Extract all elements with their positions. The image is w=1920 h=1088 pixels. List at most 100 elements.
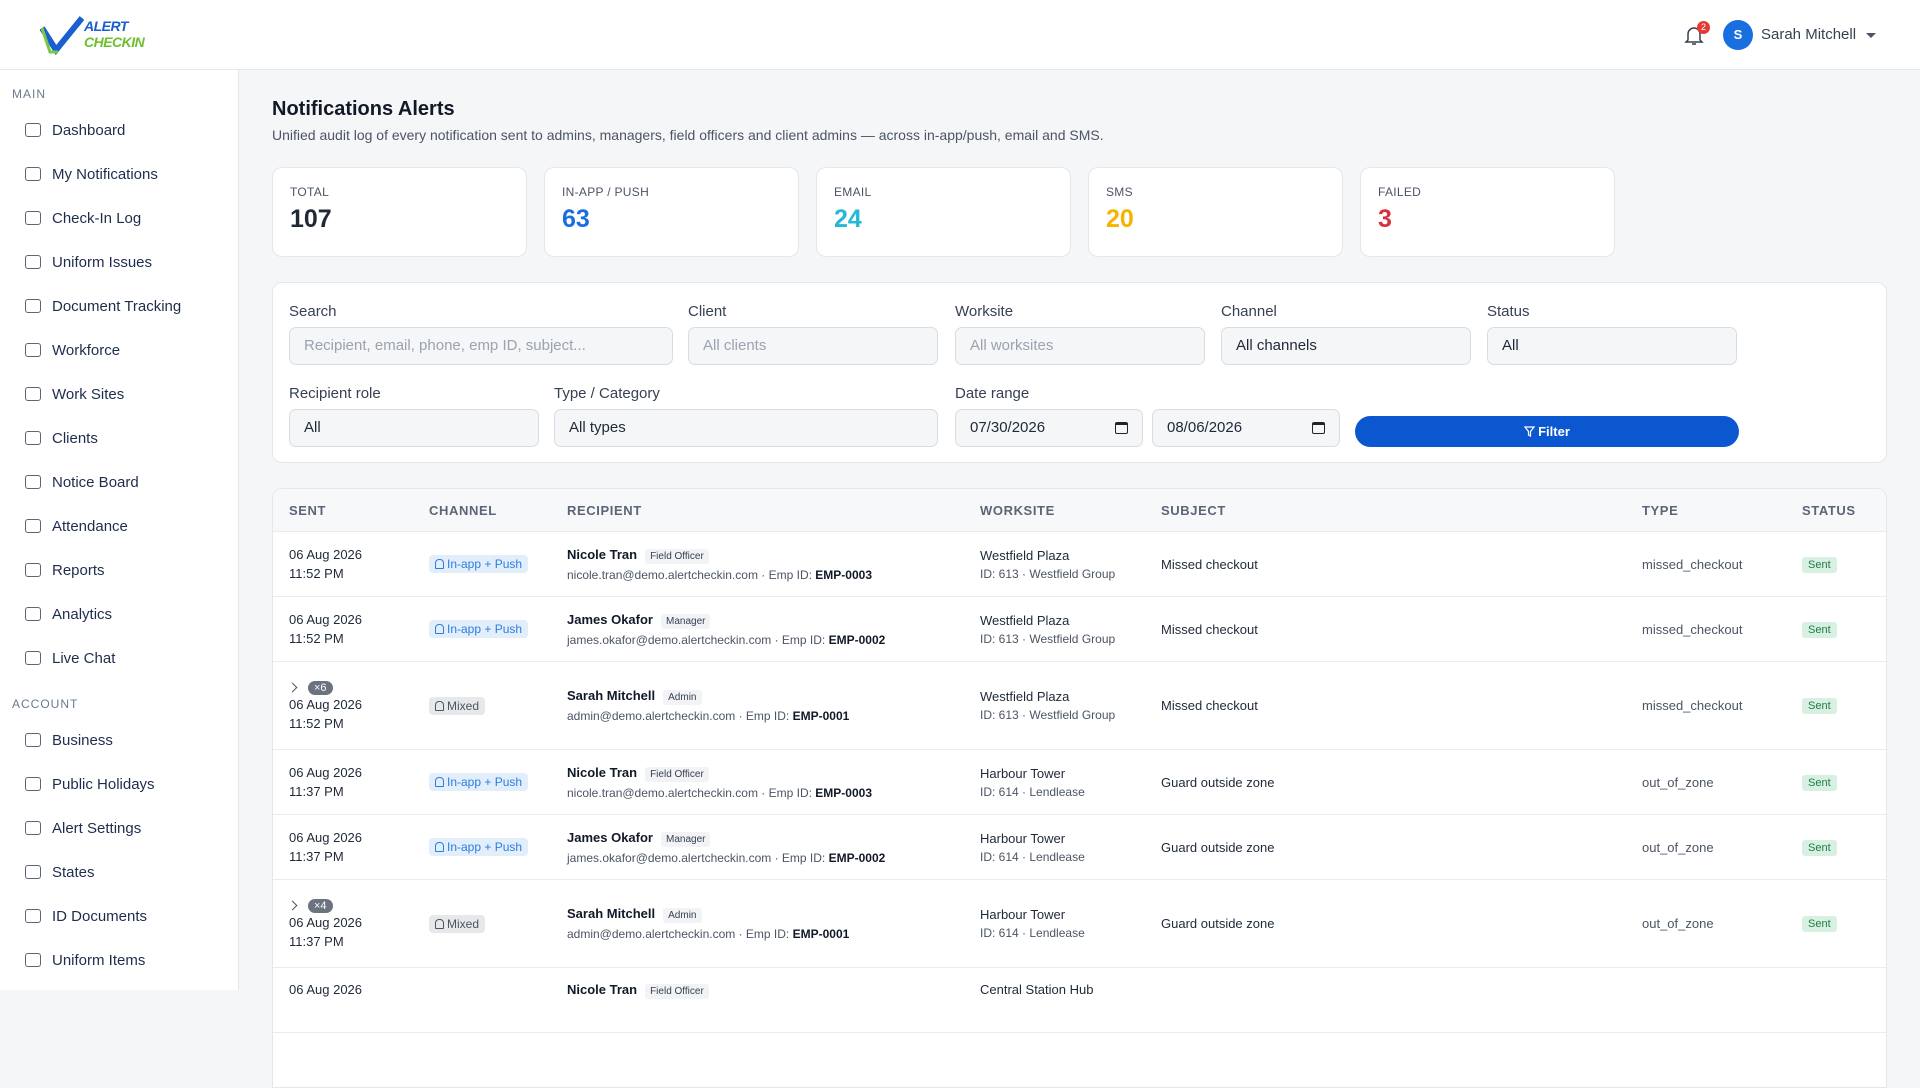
logo-mark [39,16,85,56]
filter-input[interactable]: 08/06/2026 [1152,409,1340,447]
nav-icon [25,343,41,357]
nav-icon [25,733,41,747]
table-row[interactable]: 06 Aug 2026 11:52 PM In-app + Push James Ok… [273,597,1886,662]
nav-icon [25,387,41,401]
stat-label: IN-APP / PUSH [562,185,650,199]
nav-item[interactable]: Alert Settings [0,806,238,850]
cell-recipient: James Okafor Manager james.okafor@demo.ale… [551,830,964,865]
page-title: Notifications Alerts [272,98,455,120]
nav-item[interactable]: Clients [0,416,238,460]
filter-field: Search Recipient, email, phone, emp ID, s… [289,303,673,365]
recipient-role: Admin [663,690,702,705]
filter-input[interactable]: 07/30/2026 [955,409,1143,447]
table-header: SENT CHANNEL RECIPIENT WORKSITE SUBJECT TYPE S… [273,489,1886,532]
nav-item[interactable]: Live Chat [0,636,238,680]
nav-icon [25,431,41,445]
nav-item[interactable]: Reports [0,548,238,592]
type: out_of_zone [1642,916,1714,931]
table-row[interactable]: 06 Aug 2026 11:52 PM In-app + Push Nicole T… [273,532,1886,597]
nav-label: Dashboard [52,121,126,139]
filter-input[interactable]: All [289,409,539,447]
nav-item[interactable]: States [0,850,238,894]
nav-item[interactable]: Uniform Issues [0,240,238,284]
channel-badge: Mixed [429,696,486,715]
cell-channel: Mixed [413,696,551,715]
group-toggle[interactable]: ×6 [287,680,413,695]
subject: Missed checkout [1161,621,1258,637]
cell-subject: Guard outside zone [1145,916,1626,931]
nav-item[interactable]: Check-In Log [0,196,238,240]
avatar[interactable]: S [1723,20,1753,50]
nav-item[interactable]: Uniform Items [0,938,238,982]
table-row[interactable]: ×4 06 Aug 2026 11:37 PM Mixed Sarah Mitchell… [273,880,1886,968]
sent-date: 06 Aug 2026 [289,914,363,930]
nav-item[interactable]: Analytics [0,592,238,636]
filter-input[interactable]: All clients [688,327,938,365]
cell-type: out_of_zone [1626,775,1786,790]
recipient-line: Sarah Mitchell Admin [567,906,964,923]
worksite-sub: ID: 613 · Westfield Group [980,566,1116,581]
table-row[interactable]: 06 Aug 2026 11:37 PM In-app + Push James Ok… [273,815,1886,880]
cell-sent: 06 Aug 2026 11:52 PM [273,547,413,581]
nav-item[interactable]: Dashboard [0,108,238,152]
subject: Guard outside zone [1161,916,1275,931]
nav-item[interactable]: Public Holidays [0,762,238,806]
cell-type: out_of_zone [1626,840,1786,855]
recipient-email: nicole.tran@demo.alertcheckin.com · Emp … [567,568,964,582]
nav-icon [25,299,41,313]
nav-item[interactable]: Business [0,718,238,762]
cell-subject: Missed checkout [1145,622,1626,637]
body: ALERT CHECKIN 2 S Sarah Mitchell MAIN Das… [0,16,1920,1088]
sent-time: 11:52 PM [289,631,344,646]
nav-item[interactable]: Attendance [0,504,238,548]
column-header: STATUS [1802,502,1856,518]
stats: TOTAL 107 IN-APP / PUSH 63 EMAIL 24 SMS 20 FAILE… [272,167,1888,257]
sent-date: 06 Aug 2026 [289,830,363,845]
filter-field: Type / Category All types [554,385,938,447]
stat-card: SMS 20 [1088,167,1343,257]
calendar-icon [1312,422,1325,434]
cell-recipient: Nicole Tran Field Officer nicole.tran@demo… [551,547,964,582]
filter-input[interactable]: All channels [1221,327,1471,365]
table-row[interactable]: ×6 06 Aug 2026 11:52 PM Mixed Sarah Mitchell… [273,662,1886,750]
filter-field: Recipient role All [289,385,539,447]
stat-value: 3 [1378,205,1392,233]
logo-text: ALERT [84,18,128,34]
filter-field: Channel All channels [1221,303,1471,365]
page: Notifications Alerts {"header":{"logo_to… [0,16,1920,1088]
filter-input[interactable]: All [1487,327,1737,365]
table-row[interactable]: 06 Aug 2026 Nicole Tran Field Officer Centr… [273,968,1886,1033]
type: missed_checkout [1642,621,1743,637]
main: Notifications Alerts Unified audit log o… [272,70,1888,1088]
nav-item[interactable]: Notice Board [0,460,238,504]
filter-input[interactable]: All worksites [955,327,1205,365]
table-row[interactable]: 06 Aug 2026 11:37 PM In-app + Push Nicole T… [273,750,1886,815]
nav-icon [25,563,41,577]
filter-input[interactable]: All types [554,409,938,447]
user-name[interactable]: Sarah Mitchell [1761,26,1857,43]
group-toggle[interactable]: ×4 [287,898,413,913]
user-caret[interactable] [1866,33,1876,43]
cell-recipient: Sarah Mitchell Admin admin@demo.alertcheck… [551,688,964,723]
calendar-icon [1115,422,1128,434]
column-header: RECIPIENT [567,502,642,518]
nav-item[interactable]: Document Tracking [0,284,238,328]
column-header: SENT [289,502,327,518]
nav-item[interactable]: My Notifications [0,152,238,196]
recipient-name: Sarah Mitchell [567,688,656,703]
cell-recipient: James Okafor Manager james.okafor@demo.ale… [551,612,964,647]
nav-item[interactable]: ID Documents [0,894,238,938]
nav-item[interactable]: Work Sites [0,372,238,416]
nav-icon [25,821,41,835]
cell-status: Sent [1786,774,1886,791]
nav-item[interactable]: Workforce [0,328,238,372]
subject: Missed checkout [1161,556,1258,572]
worksite-name: Harbour Tower [980,765,1066,781]
nav-icon [25,519,41,533]
filter-input[interactable]: Recipient, email, phone, emp ID, subject… [289,327,673,365]
recipient-email: nicole.tran@demo.alertcheckin.com · Emp … [567,786,964,800]
bell-icon[interactable] [1683,24,1705,46]
email: admin@demo.alertcheckin.com · Emp ID: [567,927,790,941]
logo[interactable]: ALERT CHECKIN [39,16,160,56]
filter-button[interactable]: Filter [1355,416,1739,447]
